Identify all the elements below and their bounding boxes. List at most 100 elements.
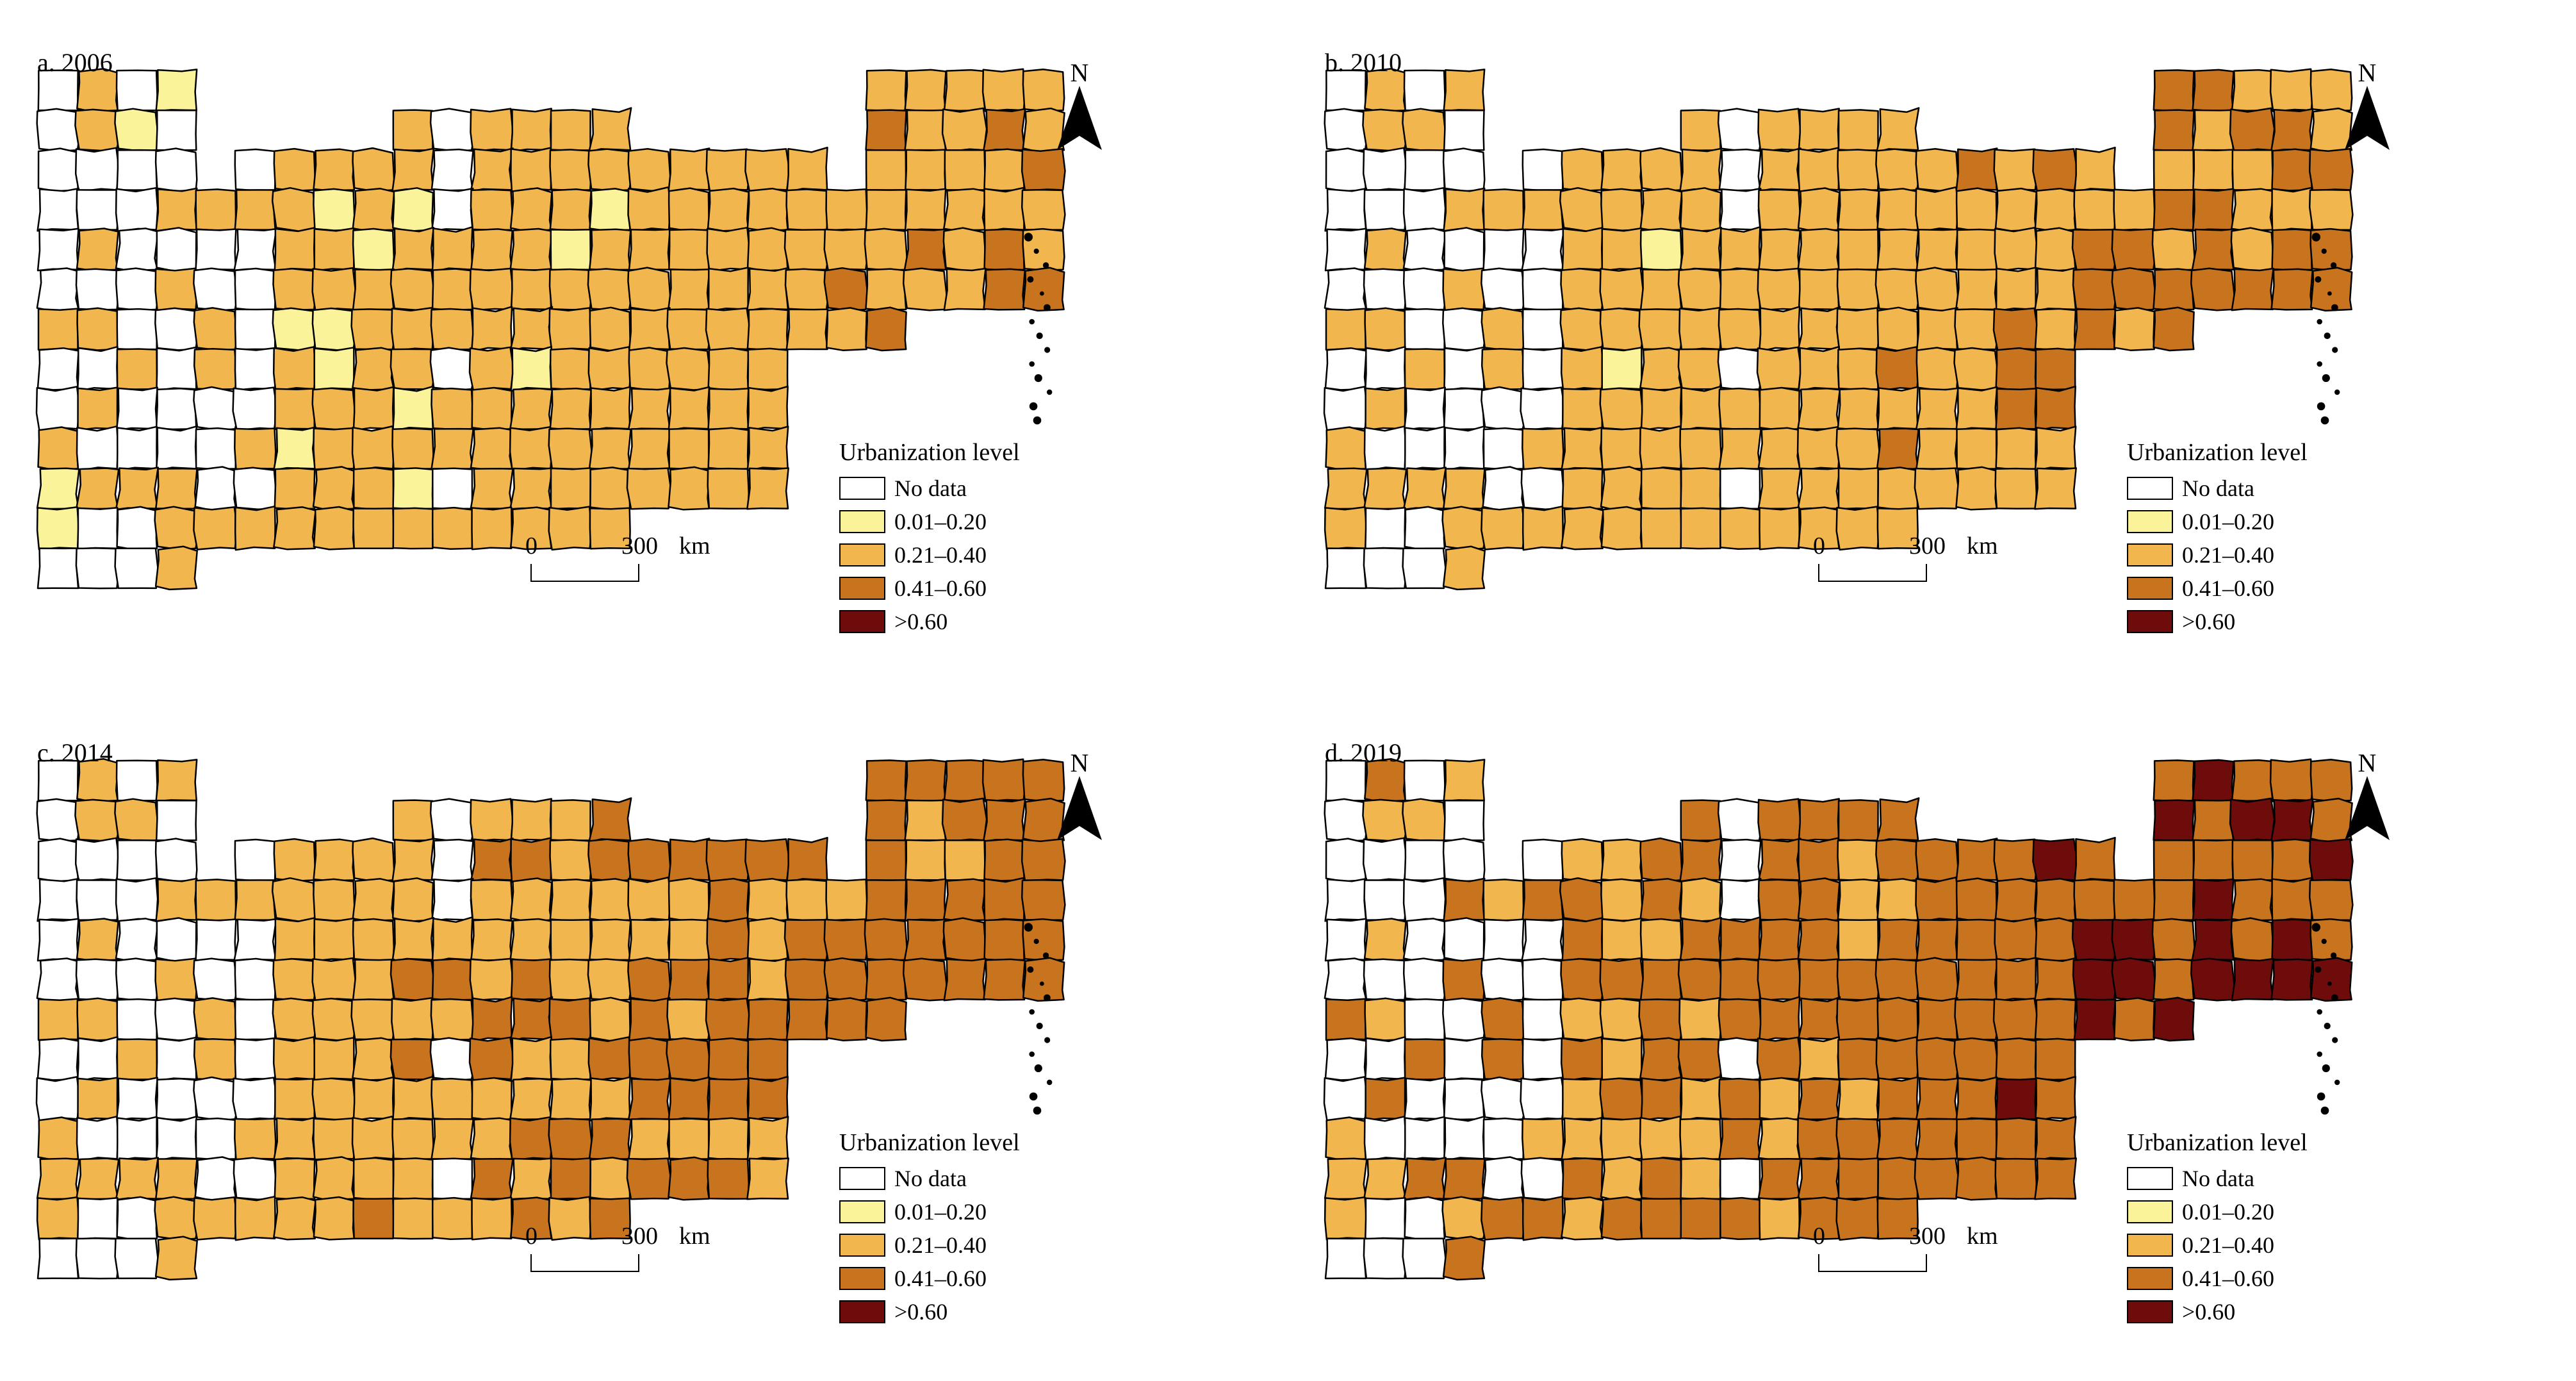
map-region (2231, 267, 2274, 311)
map-region (1640, 1157, 1682, 1200)
map-region (1402, 918, 1447, 962)
map-region (156, 227, 197, 272)
map-region (825, 997, 868, 1041)
map-region (1837, 1038, 1880, 1081)
map-region (1442, 147, 1486, 192)
map-region (313, 188, 356, 231)
map-region (1719, 268, 1761, 311)
map-region (548, 307, 593, 352)
map-region (1993, 838, 2039, 882)
map-region (1363, 189, 1407, 231)
map-region (1600, 838, 1643, 882)
map-region (1798, 108, 1840, 153)
map-region (2073, 879, 2117, 922)
map-region (156, 346, 197, 392)
map-region (1916, 997, 1958, 1042)
map-region (429, 347, 475, 392)
map-region (1363, 547, 1407, 590)
map-region (1836, 997, 1880, 1042)
north-arrow: N (2338, 748, 2396, 850)
map-region (156, 1036, 197, 1082)
map-region (114, 1237, 160, 1280)
island-mark (1036, 332, 1043, 340)
island-mark (2321, 938, 2327, 945)
map-region (1601, 227, 1643, 272)
map-region (271, 877, 318, 922)
map-region (1758, 228, 1801, 271)
map-region (548, 427, 593, 470)
map-region (668, 228, 710, 271)
map-region (865, 879, 907, 921)
map-region (1324, 798, 1368, 843)
map-region (825, 188, 868, 231)
map-region (1639, 878, 1683, 922)
island-mark (2330, 952, 2337, 959)
map-region (1364, 345, 1406, 392)
map-region (37, 147, 79, 192)
map-region (1599, 307, 1644, 351)
map-region (667, 959, 710, 1001)
map-region (2113, 997, 2156, 1041)
legend-label: >0.60 (894, 1299, 948, 1325)
map-region (902, 267, 948, 311)
map-region (432, 467, 473, 510)
map-region (864, 227, 908, 272)
island-mark (1040, 981, 1044, 986)
map-region (1837, 1077, 1880, 1121)
map-region (1640, 467, 1682, 510)
map-region (2192, 69, 2235, 112)
map-region (35, 386, 81, 432)
map-region (1757, 879, 1801, 922)
map-region (1324, 918, 1367, 962)
map-region (1876, 797, 1920, 843)
map-region (1916, 918, 1959, 961)
map-region (76, 1036, 119, 1082)
map-region (1639, 837, 1683, 882)
north-label: N (2358, 58, 2377, 87)
scale-unit-label: km (1967, 1223, 1998, 1250)
map-region (2034, 1157, 2077, 1200)
map-region (1600, 466, 1644, 511)
map-region (1520, 1077, 1566, 1121)
map-region (234, 879, 277, 921)
map-region (1718, 838, 1762, 882)
map-region (2153, 879, 2195, 921)
map-region (352, 508, 395, 550)
map-region (273, 1116, 316, 1161)
map-region (1403, 1077, 1446, 1121)
map-region (1797, 227, 1841, 271)
map-region (1404, 1196, 1446, 1241)
map-region (628, 307, 671, 352)
map-region (1836, 268, 1880, 311)
map-region (1363, 918, 1407, 962)
map-region (114, 547, 160, 590)
map-region (1363, 879, 1407, 921)
map-region (510, 958, 552, 1002)
map-region (1561, 838, 1604, 882)
map-region (311, 997, 356, 1041)
map-region (391, 838, 435, 882)
scale-bar: 0 300 km (525, 532, 718, 602)
map-region (273, 838, 316, 882)
island-mark (1034, 374, 1042, 383)
map-region (1796, 1116, 1841, 1161)
map-region (431, 1118, 474, 1160)
map-region (1481, 1076, 1526, 1121)
map-region (587, 148, 632, 192)
map-region (1797, 306, 1841, 352)
map-region (1679, 187, 1722, 232)
map-region (431, 427, 474, 470)
map-region (1404, 839, 1446, 881)
map-region (194, 1156, 238, 1201)
map-region (115, 386, 158, 431)
north-label: N (2358, 748, 2377, 777)
north-arrow-icon (2345, 776, 2390, 840)
map-region (116, 839, 158, 881)
island-mark (2317, 361, 2322, 367)
map-region (1638, 308, 1684, 351)
north-arrow-icon (1057, 776, 1102, 840)
map-region (154, 267, 198, 311)
island-mark (1029, 1051, 1035, 1057)
map-region (668, 877, 710, 922)
map-region (548, 268, 593, 311)
